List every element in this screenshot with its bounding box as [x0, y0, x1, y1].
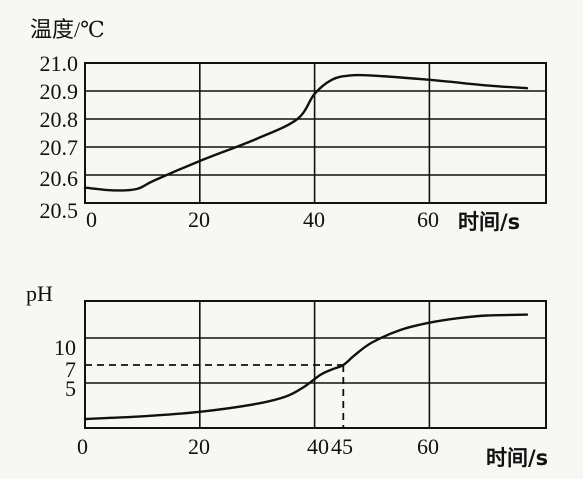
ph-curve — [83, 313, 529, 421]
ph-x-tick-20: 20 — [188, 434, 210, 459]
temp-tick-20-7: 20.7 — [40, 135, 79, 160]
temp-tick-20-8: 20.8 — [40, 107, 79, 132]
ph-time-axis-title: 时间/s — [486, 446, 548, 470]
temperature-curve — [83, 73, 529, 192]
ph-axis-title: pH — [26, 281, 53, 306]
temp-x-tick-0: 0 — [86, 207, 97, 232]
temp-x-tick-40: 40 — [303, 207, 325, 232]
temperature-time-axis-title: 时间/s — [458, 210, 520, 234]
ph-chart: pH 10 7 5 0 20 40 45 60 时间/s — [26, 281, 548, 470]
ph-x-tick-60: 60 — [417, 434, 439, 459]
ph-x-tick-40: 40 — [307, 434, 329, 459]
temp-tick-20-6: 20.6 — [40, 166, 79, 191]
temp-tick-21-0: 21.0 — [40, 51, 79, 76]
ph-tick-7: 7 — [65, 357, 76, 382]
ph-tick-5: 5 — [65, 376, 76, 401]
temp-tick-20-9: 20.9 — [40, 79, 79, 104]
temp-x-tick-60: 60 — [417, 207, 439, 232]
ph-x-tick-0: 0 — [77, 434, 88, 459]
temperature-gridlines — [85, 63, 546, 203]
ph-tick-10: 10 — [54, 335, 76, 360]
temp-tick-20-5: 20.5 — [40, 198, 79, 223]
temp-x-tick-20: 20 — [188, 207, 210, 232]
temperature-chart: 温度/℃ 21.0 20.9 20.8 20.7 20.6 20.5 0 20 … — [30, 17, 547, 234]
ph-x-tick-45: 45 — [331, 434, 353, 459]
temperature-plot-frame — [84, 62, 547, 204]
temperature-axis-title: 温度/℃ — [30, 17, 105, 42]
